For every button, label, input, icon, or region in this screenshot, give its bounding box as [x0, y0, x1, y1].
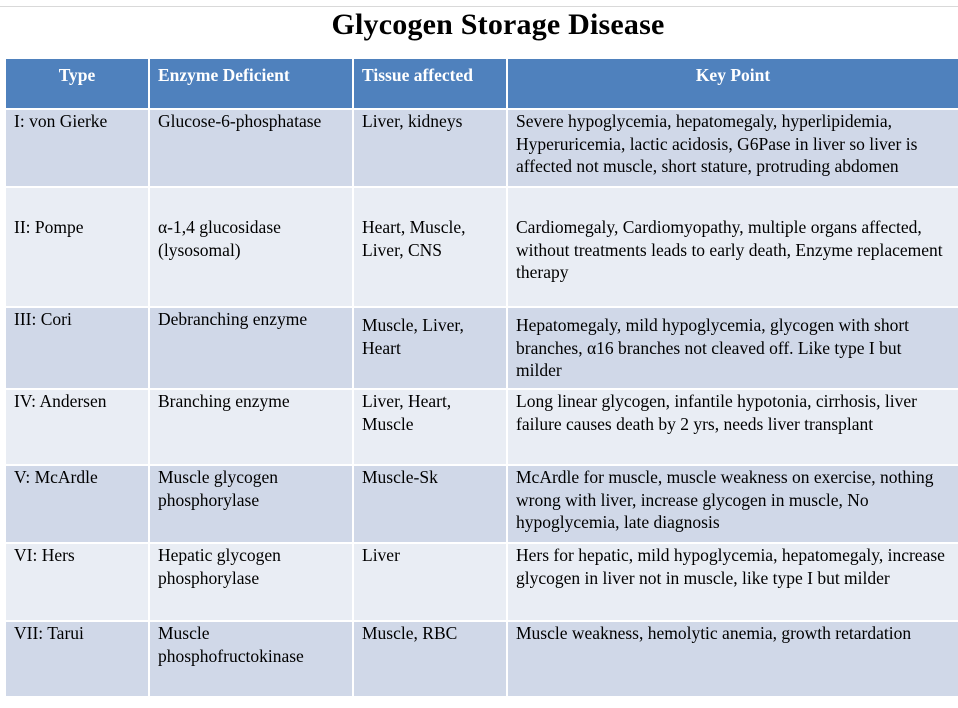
cell-type: IV: Andersen — [4, 388, 150, 466]
cell-key-point: Muscle weakness, hemolytic anemia, growt… — [506, 620, 958, 698]
cell-type: III: Cori — [4, 306, 150, 390]
cell-key-point: Hers for hepatic, mild hypoglycemia, hep… — [506, 542, 958, 622]
cell-enzyme: α-1,4 glucosidase (lysosomal) — [148, 186, 354, 308]
cell-tissue: Liver — [352, 542, 508, 622]
cell-enzyme: Debranching enzyme — [148, 306, 354, 390]
column-header-enzyme: Enzyme Deficient — [148, 57, 354, 110]
cell-tissue: Liver, kidneys — [352, 108, 508, 188]
column-header-key-point: Key Point — [506, 57, 958, 110]
cell-tissue: Liver, Heart, Muscle — [352, 388, 508, 466]
cell-key-point: Severe hypoglycemia, hepatomegaly, hyper… — [506, 108, 958, 188]
cell-enzyme: Branching enzyme — [148, 388, 354, 466]
table-row: III: Cori Debranching enzyme Muscle, Liv… — [4, 306, 958, 390]
cell-type: VI: Hers — [4, 542, 150, 622]
cell-enzyme: Muscle glycogen phosphorylase — [148, 464, 354, 544]
cell-key-point: Hepatomegaly, mild hypoglycemia, glycoge… — [506, 306, 958, 390]
cell-type: V: McArdle — [4, 464, 150, 544]
cell-tissue: Muscle, RBC — [352, 620, 508, 698]
cell-tissue: Muscle, Liver, Heart — [352, 306, 508, 390]
table-header-row: Type Enzyme Deficient Tissue affected Ke… — [4, 57, 958, 110]
table-row: IV: Andersen Branching enzyme Liver, Hea… — [4, 388, 958, 466]
cell-key-point: McArdle for muscle, muscle weakness on e… — [506, 464, 958, 544]
glycogen-storage-table: Type Enzyme Deficient Tissue affected Ke… — [4, 57, 958, 698]
cell-tissue: Heart, Muscle, Liver, CNS — [352, 186, 508, 308]
table-row: VII: Tarui Muscle phosphofructokinase Mu… — [4, 620, 958, 698]
top-divider — [0, 6, 958, 7]
cell-key-point: Cardiomegaly, Cardiomyopathy, multiple o… — [506, 186, 958, 308]
cell-type: I: von Gierke — [4, 108, 150, 188]
table-row: VI: Hers Hepatic glycogen phosphorylase … — [4, 542, 958, 622]
cell-enzyme: Glucose-6-phosphatase — [148, 108, 354, 188]
column-header-type: Type — [4, 57, 150, 110]
table-row: I: von Gierke Glucose-6-phosphatase Live… — [4, 108, 958, 188]
column-header-tissue: Tissue affected — [352, 57, 508, 110]
table-row: V: McArdle Muscle glycogen phosphorylase… — [4, 464, 958, 544]
cell-type: II: Pompe — [4, 186, 150, 308]
page-title: Glycogen Storage Disease — [331, 8, 665, 41]
cell-enzyme: Hepatic glycogen phosphorylase — [148, 542, 354, 622]
cell-type: VII: Tarui — [4, 620, 150, 698]
cell-key-point: Long linear glycogen, infantile hypotoni… — [506, 388, 958, 466]
cell-tissue: Muscle-Sk — [352, 464, 508, 544]
table-row: II: Pompe α-1,4 glucosidase (lysosomal) … — [4, 186, 958, 308]
cell-enzyme: Muscle phosphofructokinase — [148, 620, 354, 698]
